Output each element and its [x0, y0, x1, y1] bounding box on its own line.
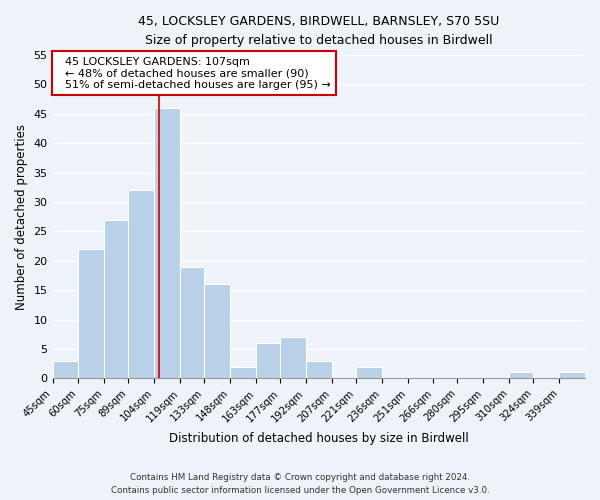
Bar: [104, 220, 128, 378]
Bar: [53, 360, 79, 378]
Title: 45, LOCKSLEY GARDENS, BIRDWELL, BARNSLEY, S70 5SU
Size of property relative to d: 45, LOCKSLEY GARDENS, BIRDWELL, BARNSLEY…: [138, 15, 499, 47]
Bar: [230, 366, 256, 378]
X-axis label: Distribution of detached houses by size in Birdwell: Distribution of detached houses by size …: [169, 432, 469, 445]
Bar: [154, 108, 180, 378]
Bar: [280, 337, 306, 378]
Bar: [306, 360, 332, 378]
Text: 45 LOCKSLEY GARDENS: 107sqm
  ← 48% of detached houses are smaller (90)
  51% of: 45 LOCKSLEY GARDENS: 107sqm ← 48% of det…: [58, 56, 331, 90]
Bar: [204, 284, 230, 378]
Bar: [256, 343, 280, 378]
Bar: [559, 372, 585, 378]
Text: Contains HM Land Registry data © Crown copyright and database right 2024.
Contai: Contains HM Land Registry data © Crown c…: [110, 474, 490, 495]
Y-axis label: Number of detached properties: Number of detached properties: [15, 124, 28, 310]
Bar: [509, 372, 533, 378]
Bar: [356, 366, 382, 378]
Bar: [128, 190, 154, 378]
Bar: [180, 266, 204, 378]
Bar: [79, 249, 104, 378]
